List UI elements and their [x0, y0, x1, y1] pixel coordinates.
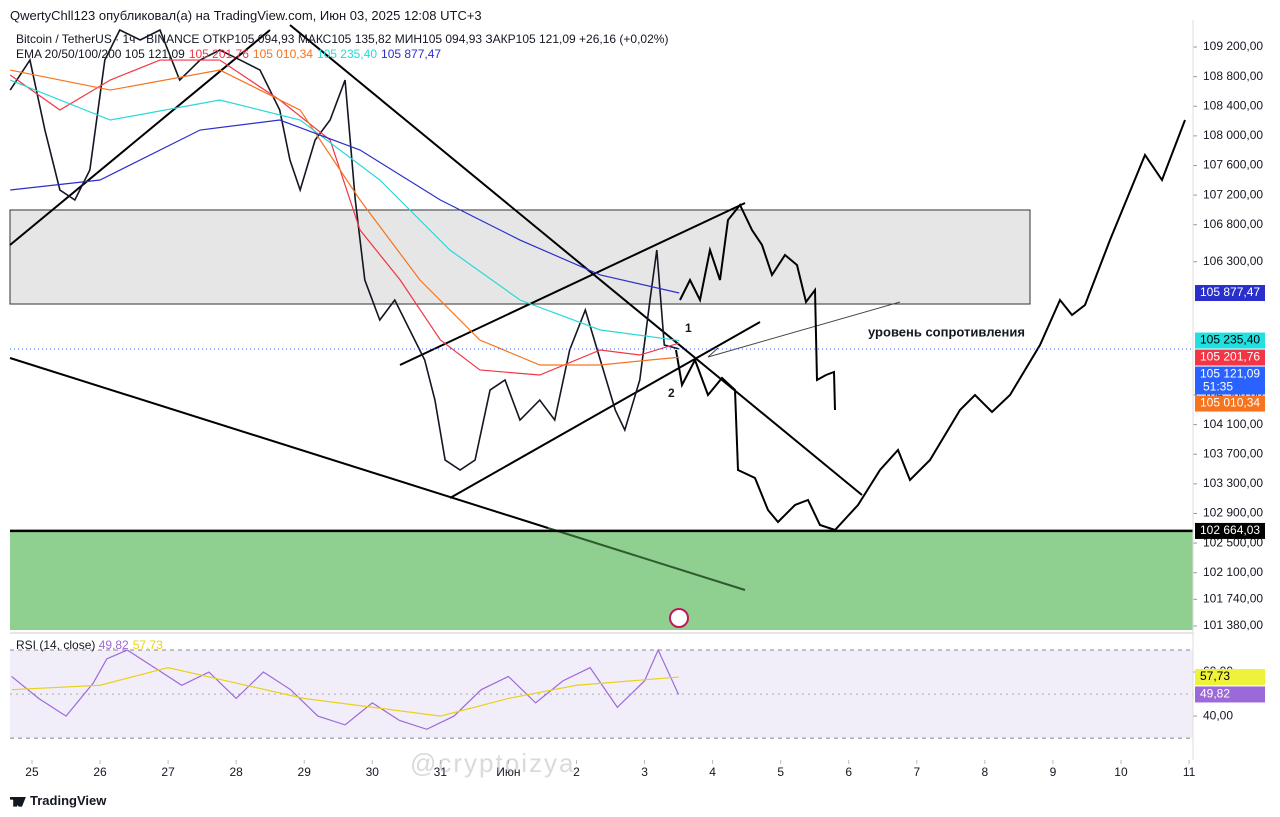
watermark: @cryptoizya — [410, 748, 576, 778]
y-tick-label: 108 400,00 — [1203, 98, 1263, 112]
ohlc: ОТКР105 094,93 МАКС105 135,82 МИН105 094… — [202, 32, 669, 46]
x-tick-label: 3 — [641, 765, 648, 779]
y-tick-label: 40,00 — [1203, 708, 1233, 722]
event-icon — [669, 608, 689, 628]
y-tick-label: 101 380,00 — [1203, 618, 1263, 632]
x-tick-label: 8 — [982, 765, 989, 779]
y-tick-label: 108 000,00 — [1203, 128, 1263, 142]
legend-value: 105 235,40 — [316, 47, 378, 61]
annotation: 1 — [685, 321, 692, 335]
price-badge-label: 105 010,34 — [1200, 396, 1260, 410]
y-tick-label: 104 100,00 — [1203, 417, 1263, 431]
rsi-title: RSI (14, close) — [16, 638, 96, 652]
y-tick-label: 102 900,00 — [1203, 506, 1263, 520]
x-tick-label: 5 — [777, 765, 784, 779]
price-badge — [1195, 285, 1265, 302]
y-tick-label: 106 300,00 — [1203, 254, 1263, 268]
support-badge — [1195, 522, 1265, 539]
trendline — [9, 357, 549, 529]
x-tick-label: 31 — [434, 765, 448, 779]
x-tick-label: 10 — [1114, 765, 1128, 779]
publisher: QwertyChll123 опубликовал(а) на TradingV… — [10, 8, 482, 23]
series-line — [9, 79, 680, 342]
series-line — [10, 119, 680, 294]
y-tick-label: 107 600,00 — [1203, 158, 1263, 172]
arrow — [707, 301, 901, 358]
forecast-path — [675, 119, 1186, 532]
legend-rsi: RSI (14, close) 49,82 57,73 — [16, 638, 167, 652]
y-tick-label: 102 100,00 — [1203, 565, 1263, 579]
price-badge — [1195, 669, 1265, 686]
price-badge — [1195, 332, 1265, 349]
y-tick-label: 106 800,00 — [1203, 217, 1263, 231]
y-tick-label: 103 700,00 — [1203, 446, 1263, 460]
rsi-values: 49,82 57,73 — [99, 638, 167, 652]
legend-value: 49,82 — [98, 638, 129, 652]
annotation: уровень сопротивления — [868, 324, 1025, 339]
series-line — [10, 69, 680, 366]
zone — [9, 209, 1031, 305]
x-tick-label: 27 — [161, 765, 175, 779]
support-zone — [10, 530, 1193, 630]
ema-values: 105 121,09 105 201,76 105 010,34 105 235,40… — [125, 47, 445, 61]
legend-value: 105 010,34 — [252, 47, 313, 61]
x-tick-label: 11 — [1183, 765, 1196, 779]
series-line — [9, 59, 680, 376]
annotation: 2 — [668, 386, 675, 400]
series-line — [11, 667, 679, 717]
y-tick-label: 107 200,00 — [1203, 187, 1263, 201]
y-tick-label: 108 800,00 — [1203, 69, 1263, 83]
legend-value: 57,73 — [132, 638, 163, 652]
x-tick-label: 2 — [573, 765, 580, 779]
y-tick-label: 101 740,00 — [1203, 592, 1263, 606]
x-tick-label: 28 — [229, 765, 243, 779]
x-tick-label: 30 — [366, 765, 380, 779]
series-line — [11, 648, 680, 730]
legend-symbol: Bitcoin / TetherUS · 1ч · BINANCE ОТКР10… — [16, 32, 668, 46]
x-tick-label: 6 — [845, 765, 852, 779]
x-tick-label: 7 — [913, 765, 920, 779]
logo — [10, 796, 26, 807]
brand-name: TradingView — [30, 793, 107, 808]
price-badge-label: 105 201,76 — [1200, 350, 1260, 364]
drawings — [9, 24, 1186, 591]
trendline — [547, 527, 746, 591]
price-badge — [1195, 366, 1265, 395]
trendline — [289, 24, 863, 496]
x-tick-label: Июн — [496, 765, 520, 779]
y-tick-label: 103 300,00 — [1203, 476, 1263, 490]
channel-line — [449, 321, 761, 499]
countdown: 51:35 — [1203, 380, 1233, 394]
price-badge — [1195, 395, 1265, 412]
price-badge-label: 105 235,40 — [1200, 333, 1260, 347]
price-badge — [1195, 686, 1265, 703]
price-badge-label: 105 877,47 — [1200, 285, 1260, 299]
price-badge-label: 57,73 — [1200, 669, 1230, 683]
x-tick-label: 29 — [298, 765, 312, 779]
legend-ema: EMA 20/50/100/200 105 121,09 105 201,76 10… — [16, 47, 445, 61]
series-line — [9, 28, 680, 471]
price-badge-label: 49,82 — [1200, 687, 1230, 701]
channel-line — [399, 202, 746, 366]
x-tick-label: 9 — [1050, 765, 1057, 779]
x-tick-label: 25 — [25, 765, 39, 779]
y-tick-label: 109 200,00 — [1203, 39, 1263, 53]
trendline — [9, 29, 271, 246]
rsi-band — [10, 650, 1193, 739]
x-tick-label: 4 — [709, 765, 716, 779]
price-badge — [1195, 349, 1265, 366]
ema-title: EMA 20/50/100/200 — [16, 47, 122, 61]
legend-value: 105 121,09 — [124, 47, 185, 61]
brand: TradingView — [10, 793, 106, 808]
legend-value: 105 201,76 — [188, 47, 249, 61]
arrow-head — [707, 347, 719, 358]
price-badge-label: 105 121,09 — [1200, 367, 1260, 381]
forecast-path — [679, 203, 836, 411]
support-label: 102 664,03 — [1200, 523, 1260, 537]
symbol: Bitcoin / TetherUS · 1ч · BINANCE — [16, 32, 200, 46]
x-tick-label: 26 — [93, 765, 107, 779]
legend-value: 105 877,47 — [381, 47, 442, 61]
